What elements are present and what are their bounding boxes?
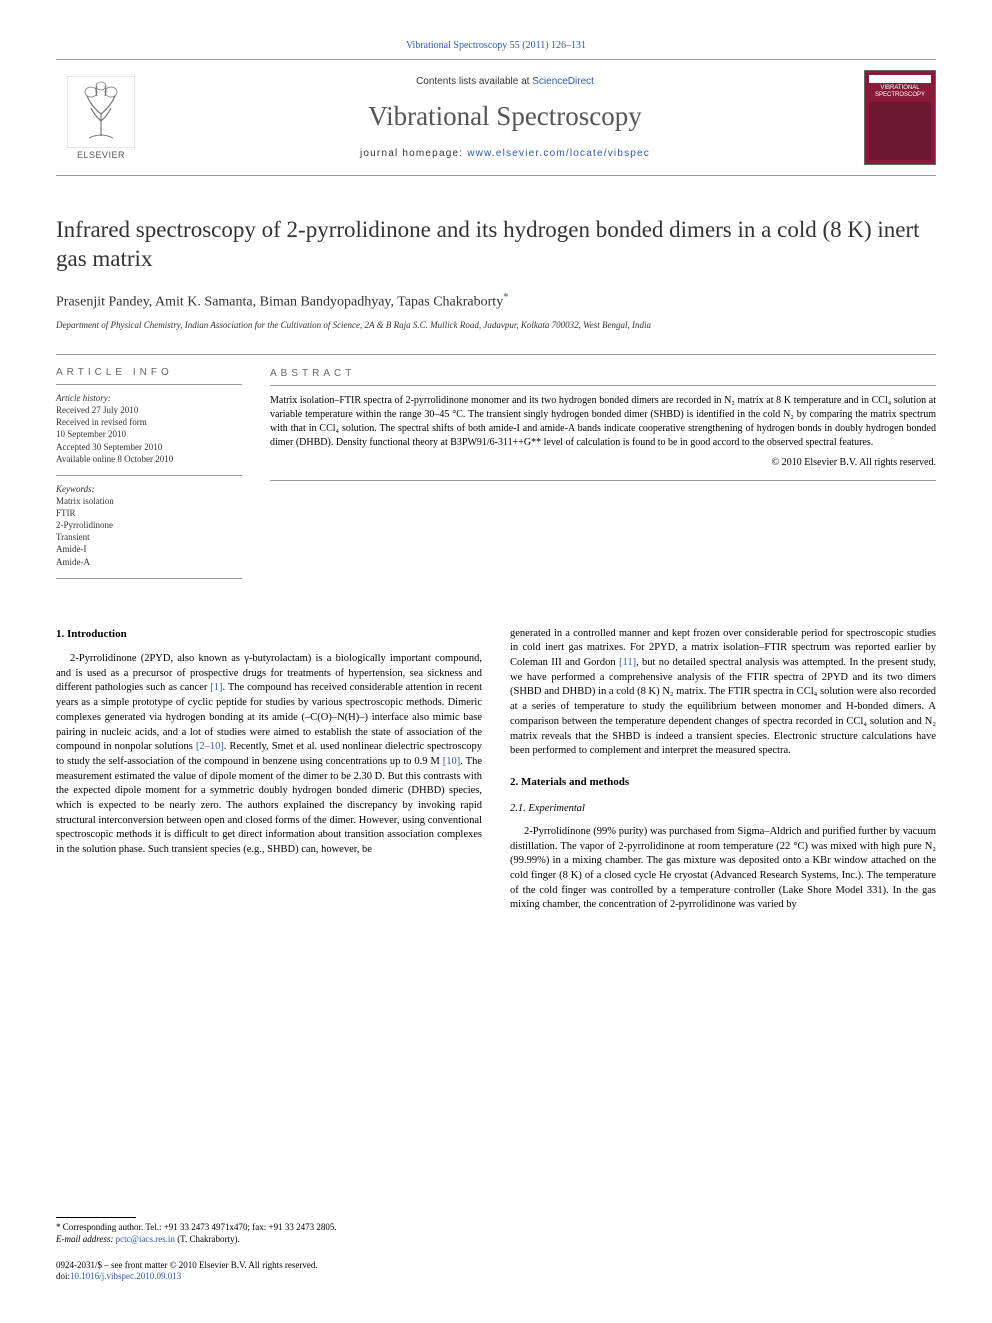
citation-2-10[interactable]: [2–10] bbox=[196, 741, 224, 752]
contents-lists-prefix: Contents lists available at bbox=[416, 76, 532, 87]
abstract-copyright: © 2010 Elsevier B.V. All rights reserved… bbox=[270, 456, 936, 470]
footer-block: * Corresponding author. Tel.: +91 33 247… bbox=[56, 1217, 456, 1283]
section-1-heading: 1. Introduction bbox=[56, 627, 482, 642]
abstract-text: Matrix isolation–FTIR spectra of 2-pyrro… bbox=[270, 394, 936, 450]
left-column: 1. Introduction 2-Pyrrolidinone (2PYD, a… bbox=[56, 627, 482, 913]
section-2-1-heading: 2.1. Experimental bbox=[510, 802, 936, 817]
keyword-item: Matrix isolation bbox=[56, 495, 242, 507]
online-date: Available online 8 October 2010 bbox=[56, 453, 242, 465]
elsevier-tree-icon bbox=[67, 76, 135, 148]
journal-title: Vibrational Spectroscopy bbox=[146, 101, 864, 132]
article-title: Infrared spectroscopy of 2-pyrrolidinone… bbox=[56, 216, 936, 274]
publisher-name: ELSEVIER bbox=[77, 150, 125, 160]
email-link[interactable]: pctc@iacs.res.in bbox=[116, 1234, 175, 1244]
accepted-date: Accepted 30 September 2010 bbox=[56, 441, 242, 453]
citation-1[interactable]: [1] bbox=[210, 682, 222, 693]
revised-line1: Received in revised form bbox=[56, 416, 242, 428]
sciencedirect-link[interactable]: ScienceDirect bbox=[532, 76, 594, 87]
email-line: E-mail address: pctc@iacs.res.in (T. Cha… bbox=[56, 1234, 456, 1246]
journal-homepage-line: journal homepage: www.elsevier.com/locat… bbox=[146, 148, 864, 159]
doi-line: doi:10.1016/j.vibspec.2010.09.013 bbox=[56, 1271, 456, 1283]
footer-meta: 0924-2031/$ – see front matter © 2010 El… bbox=[56, 1260, 456, 1283]
article-info-column: article info Article history: Received 2… bbox=[56, 355, 256, 599]
article-info-heading: article info bbox=[56, 367, 242, 378]
right-column: generated in a controlled manner and kep… bbox=[510, 627, 936, 913]
history-label: Article history: bbox=[56, 393, 242, 403]
contents-lists-line: Contents lists available at ScienceDirec… bbox=[146, 76, 864, 87]
intro-text-2b: , but no detailed spectral analysis was … bbox=[510, 657, 936, 756]
authors-line: Prasenjit Pandey, Amit K. Samanta, Biman… bbox=[56, 292, 936, 311]
corresponding-author: * Corresponding author. Tel.: +91 33 247… bbox=[56, 1222, 456, 1234]
corresponding-asterisk: * bbox=[503, 292, 508, 303]
publisher-logo: ELSEVIER bbox=[56, 70, 146, 165]
citation-10[interactable]: [10] bbox=[443, 756, 461, 767]
intro-text-d: . The measurement estimated the value of… bbox=[56, 756, 482, 855]
intro-paragraph-1: 2-Pyrrolidinone (2PYD, also known as γ-b… bbox=[56, 652, 482, 858]
keyword-item: FTIR bbox=[56, 507, 242, 519]
email-person: (T. Chakraborty). bbox=[175, 1234, 240, 1244]
keyword-item: Amide-A bbox=[56, 556, 242, 568]
cover-title: VIBRATIONAL SPECTROSCOPY bbox=[869, 85, 931, 98]
info-abstract-block: article info Article history: Received 2… bbox=[56, 354, 936, 599]
journal-reference: Vibrational Spectroscopy 55 (2011) 126–1… bbox=[56, 40, 936, 51]
issn-line: 0924-2031/$ – see front matter © 2010 El… bbox=[56, 1260, 456, 1272]
author-names: Prasenjit Pandey, Amit K. Samanta, Biman… bbox=[56, 294, 503, 309]
header-center: Contents lists available at ScienceDirec… bbox=[146, 76, 864, 159]
journal-homepage-link[interactable]: www.elsevier.com/locate/vibspec bbox=[467, 148, 650, 159]
affiliation: Department of Physical Chemistry, Indian… bbox=[56, 320, 936, 330]
keyword-item: 2-Pyrrolidinone bbox=[56, 519, 242, 531]
doi-link[interactable]: 10.1016/j.vibspec.2010.09.013 bbox=[70, 1271, 181, 1281]
keyword-item: Transient bbox=[56, 531, 242, 543]
keyword-item: Amide-I bbox=[56, 543, 242, 555]
homepage-prefix: journal homepage: bbox=[360, 148, 467, 159]
citation-11[interactable]: [11] bbox=[619, 657, 636, 668]
abstract-heading: abstract bbox=[270, 367, 936, 381]
doi-prefix: doi: bbox=[56, 1271, 70, 1281]
journal-header: ELSEVIER Contents lists available at Sci… bbox=[56, 59, 936, 176]
revised-line2: 10 September 2010 bbox=[56, 428, 242, 440]
experimental-paragraph: 2-Pyrrolidinone (99% purity) was purchas… bbox=[510, 825, 936, 913]
intro-paragraph-2: generated in a controlled manner and kep… bbox=[510, 627, 936, 759]
email-label: E-mail address: bbox=[56, 1234, 116, 1244]
keywords-label: Keywords: bbox=[56, 484, 242, 494]
abstract-column: abstract Matrix isolation–FTIR spectra o… bbox=[256, 355, 936, 599]
journal-cover-thumbnail: VIBRATIONAL SPECTROSCOPY bbox=[864, 70, 936, 165]
received-date: Received 27 July 2010 bbox=[56, 404, 242, 416]
body-columns: 1. Introduction 2-Pyrrolidinone (2PYD, a… bbox=[56, 627, 936, 913]
section-2-heading: 2. Materials and methods bbox=[510, 775, 936, 790]
